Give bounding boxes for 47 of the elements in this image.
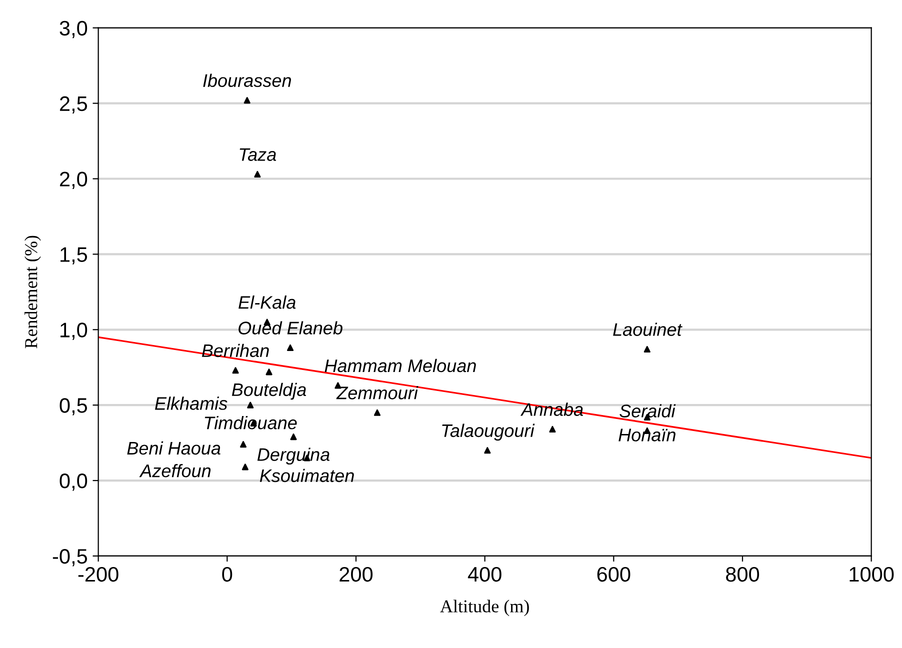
x-tick-label: 400: [468, 566, 502, 582]
point: [644, 346, 650, 353]
y-tick-label: -0,5: [52, 548, 88, 566]
x-tick-label: 0: [222, 566, 232, 582]
annotation: Hammam Melouan: [324, 358, 476, 372]
annotation: Zemmouri: [336, 386, 418, 400]
point: [240, 441, 247, 448]
point: [254, 170, 261, 178]
annotation: El-Kala: [238, 296, 296, 309]
annotation: Taza: [240, 148, 276, 161]
point: [290, 433, 297, 440]
annotation: Laouinet: [613, 322, 682, 336]
point: [242, 464, 248, 470]
y-tick-label: 0,0: [60, 474, 88, 491]
point: [247, 402, 254, 408]
annotation: Elkhamis: [155, 396, 228, 410]
annotation: Ksouimaten: [260, 468, 354, 482]
annotation: Ibourassen: [203, 74, 291, 87]
annotation: Bouteldja: [232, 382, 306, 400]
y-tick-label: 2,0: [60, 172, 88, 189]
x-tick-label: 600: [597, 566, 630, 582]
point: [549, 426, 556, 433]
point: [266, 368, 272, 376]
point: [374, 409, 381, 416]
point: [484, 447, 491, 454]
annotation: Derguina: [257, 448, 330, 465]
annotation: Honaïn: [618, 428, 676, 442]
annotation: Azeffoun: [139, 464, 211, 478]
x-tick-label: 800: [726, 566, 760, 582]
annotation: Beni Haoua: [127, 441, 220, 455]
point: [244, 97, 250, 104]
y-tick-label: 3,0: [60, 20, 88, 38]
annotation: Oued Elaneb: [238, 321, 342, 334]
x-axis-title: Altitude (m): [440, 600, 529, 616]
y-axis-title: Rendement (%): [24, 236, 41, 348]
y-tick-label: 2,5: [60, 96, 88, 114]
point: [232, 367, 239, 374]
point: [286, 344, 294, 352]
annotation: Berrihan: [202, 344, 269, 358]
x-tick-label: -200: [78, 566, 118, 582]
annotation: Seraidi: [620, 404, 676, 418]
y-tick-label: 0,5: [60, 398, 88, 416]
x-tick-label: 200: [340, 566, 373, 582]
annotation: Talaougouri: [442, 424, 535, 441]
y-tick-label: 1,5: [60, 247, 88, 264]
x-tick-label: 1000: [850, 566, 894, 582]
y-tick-label: 1,0: [60, 322, 88, 340]
